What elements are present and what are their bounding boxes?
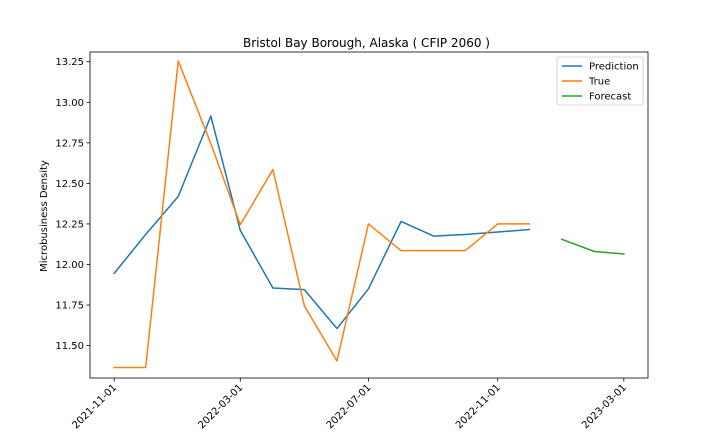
legend-box xyxy=(556,56,644,106)
series-line-prediction xyxy=(113,115,531,330)
y-tick-label: 11.75 xyxy=(55,301,84,312)
legend-label-forecast: Forecast xyxy=(589,92,631,103)
y-tick-label: 11.50 xyxy=(55,341,84,352)
y-tick-label: 12.75 xyxy=(55,138,84,149)
legend: Prediction True Forecast xyxy=(556,56,644,106)
series-line-true xyxy=(113,60,530,369)
y-tick-label: 12.50 xyxy=(55,179,84,190)
y-tick-label: 13.25 xyxy=(55,57,84,68)
legend-label-true: True xyxy=(588,77,610,88)
series-line-forecast xyxy=(560,238,625,255)
chart-title: Bristol Bay Borough, Alaska ( CFIP 2060 … xyxy=(243,36,490,50)
plot-area xyxy=(113,60,625,369)
axes-frame xyxy=(89,51,649,379)
y-tick-label: 13.00 xyxy=(55,98,84,109)
y-tick-label: 12.00 xyxy=(55,260,84,271)
legend-label-prediction: Prediction xyxy=(589,62,639,73)
y-axis-label: Microbusiness Density xyxy=(39,160,50,272)
y-tick-label: 12.25 xyxy=(55,219,84,230)
